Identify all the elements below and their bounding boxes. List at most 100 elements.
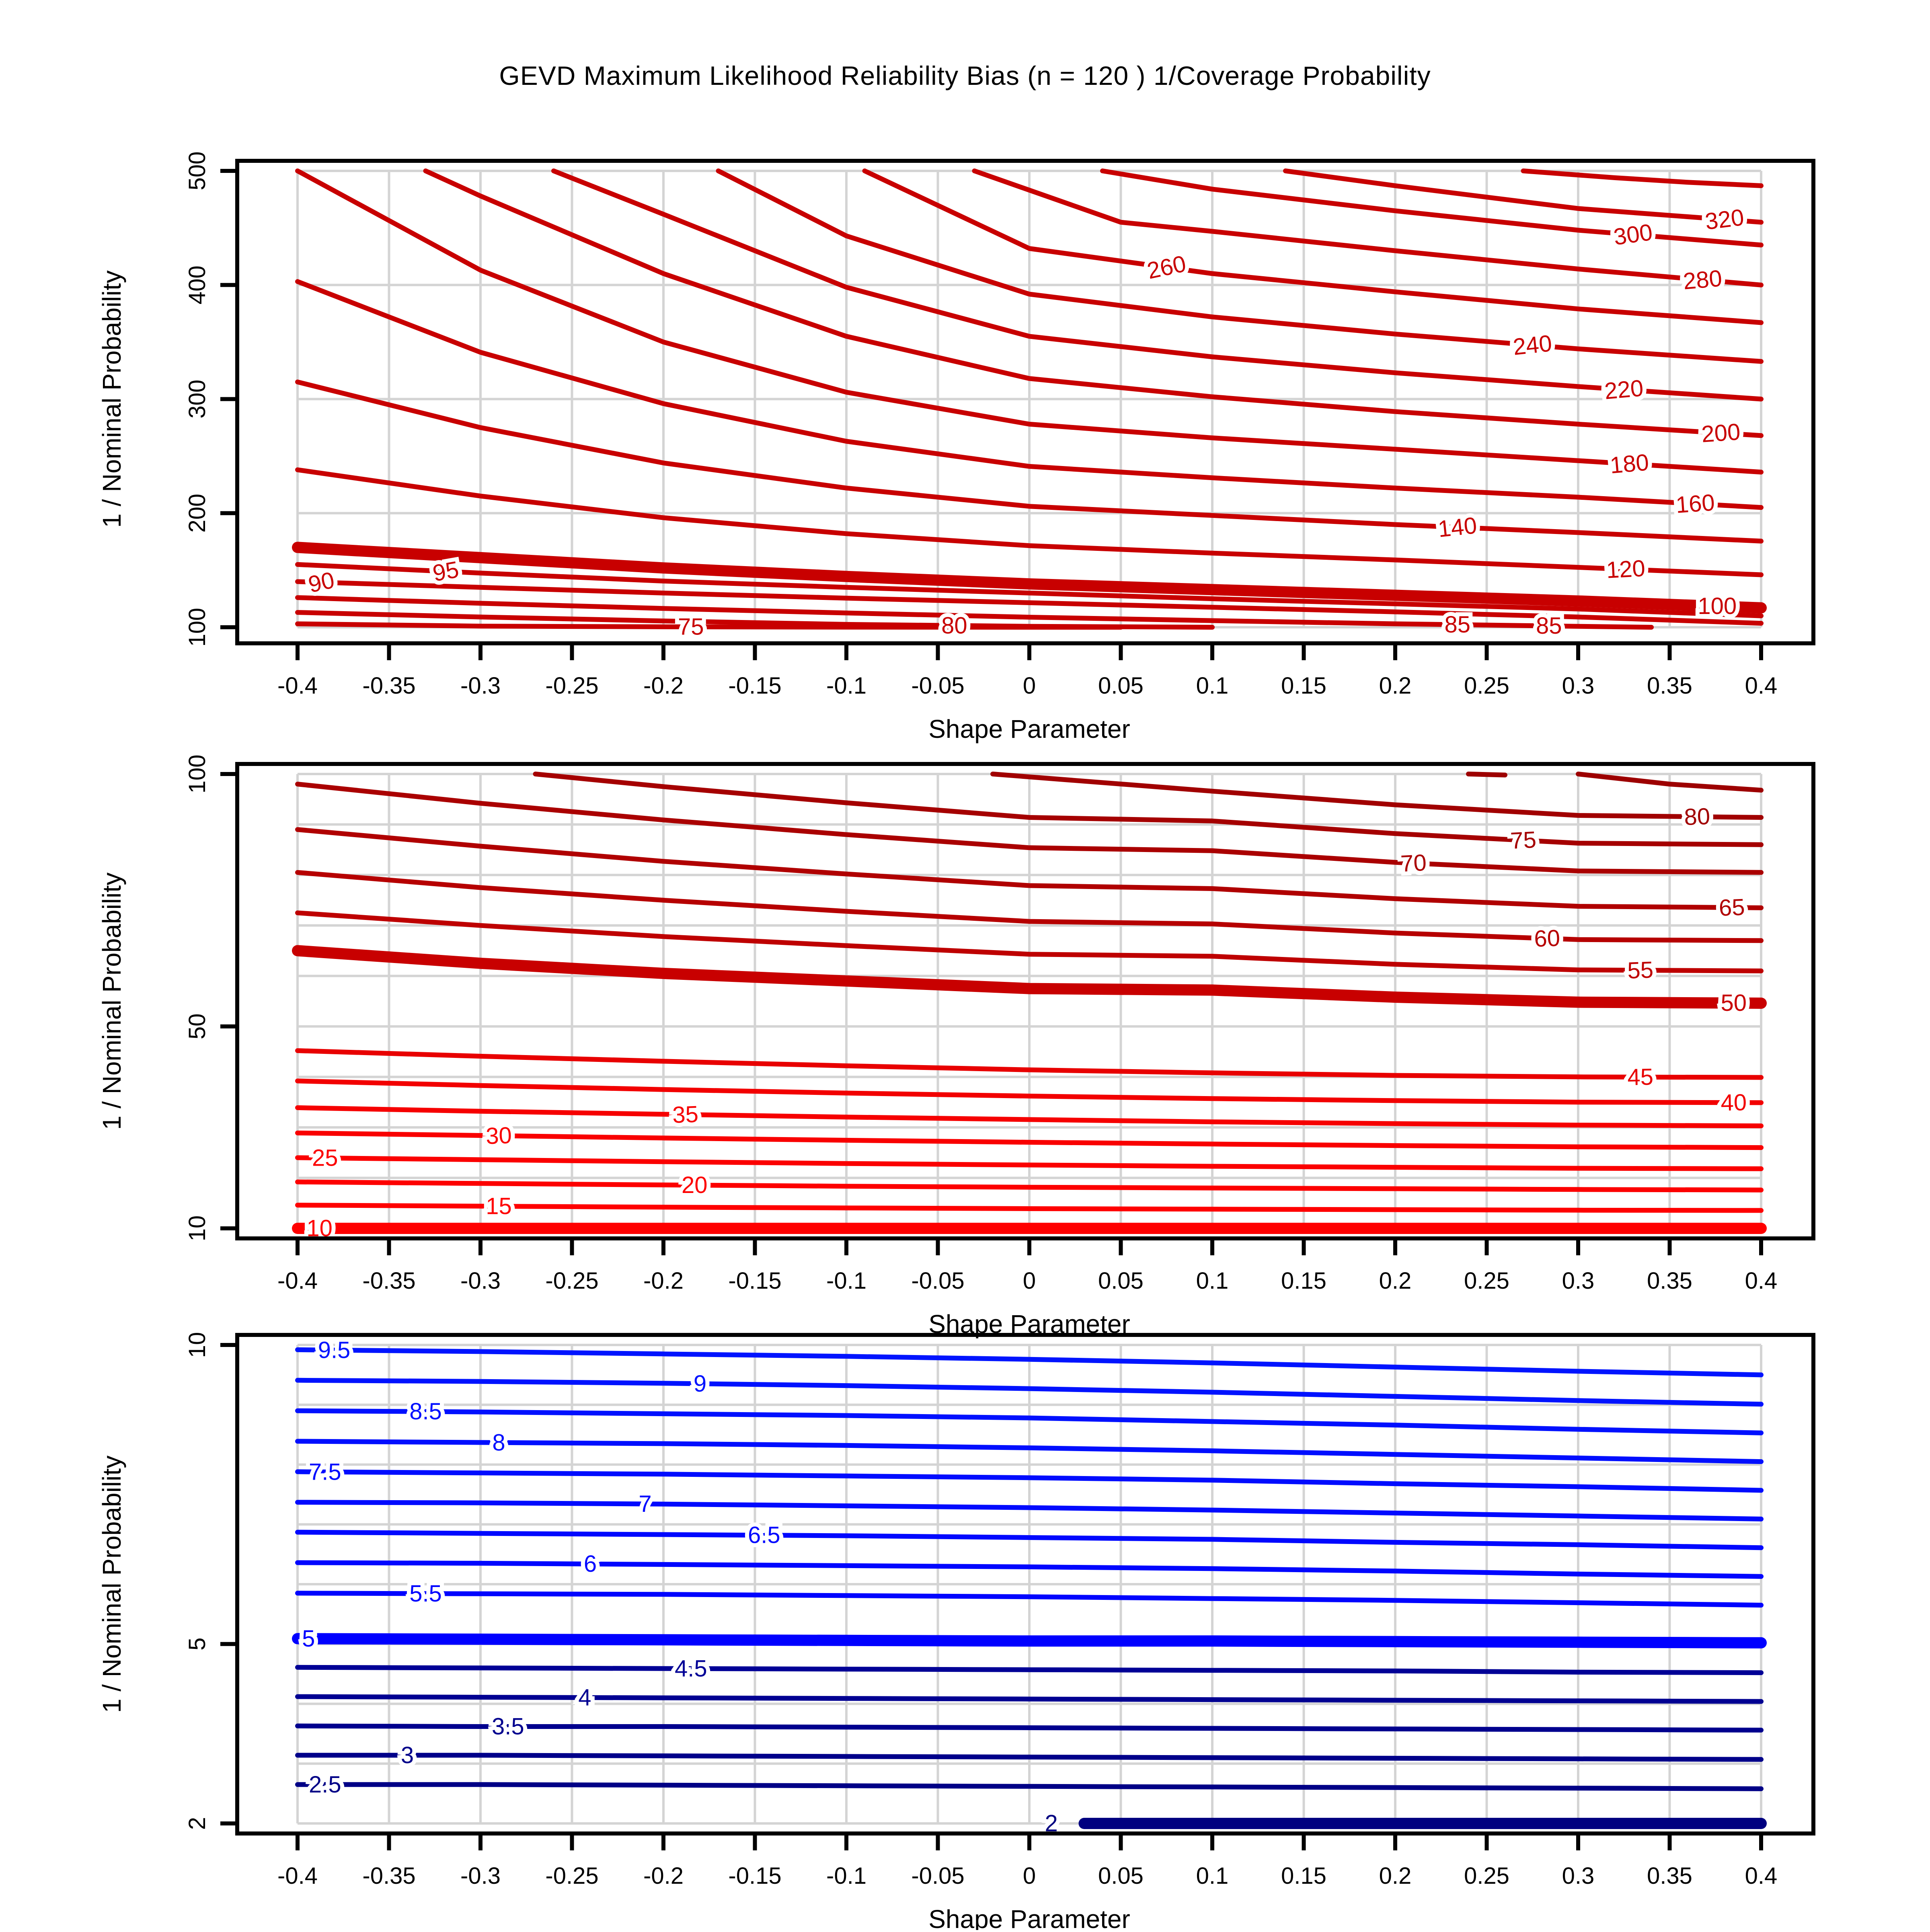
- x-tick-label: -0.1: [826, 673, 866, 699]
- y-tick-label: 500: [184, 152, 210, 191]
- contour-label-top-95: 95: [431, 556, 461, 587]
- panel-bottom: 9.5 9 8.5 8 7.5 7 6.5 6 5.5 5 4.5 4 3.5 3 2.5 2 -0.4 -0.3…: [97, 1332, 1815, 1932]
- x-tick-label: 0.2: [1379, 673, 1412, 699]
- contour-line-top-85: [295, 595, 1654, 630]
- x-tick-label: -0.35: [362, 1863, 415, 1889]
- x-tick-label: -0.35: [362, 1268, 415, 1294]
- contour-line-top-240: [716, 168, 1764, 364]
- x-tick-label: 0.1: [1196, 673, 1229, 699]
- contour-line-top-90: [295, 579, 1764, 626]
- contour-line-middle-85: [1576, 772, 1764, 793]
- panel-bottom-frame: [235, 1333, 1815, 1836]
- contour-line-middle-20: [295, 1179, 1764, 1193]
- contour-line-middle-55: [295, 910, 1764, 973]
- contour-label-top-75: 75: [678, 614, 704, 640]
- x-tick-label: 0.15: [1281, 673, 1326, 699]
- contour-line-middle-65: [295, 827, 1764, 910]
- contour-line-top-160: [295, 279, 1764, 510]
- y-tick-label: 10: [184, 1332, 210, 1358]
- x-tick-label: 0.15: [1281, 1268, 1326, 1294]
- x-tick-label: 0.4: [1745, 673, 1778, 699]
- contour-label-bottom-7.5: 7.5: [309, 1459, 341, 1485]
- x-tick-label: 0.3: [1562, 673, 1595, 699]
- x-tick-label: 0.35: [1647, 1268, 1692, 1294]
- contour-label-bottom-3: 3: [401, 1742, 414, 1768]
- panel-middle-contours: [292, 772, 1767, 1234]
- contour-line-bottom-5.5: [295, 1591, 1764, 1608]
- x-tick-label: 0.3: [1562, 1863, 1595, 1889]
- contour-line-middle-80: [990, 772, 1764, 820]
- contour-label-top-220: 220: [1604, 375, 1645, 404]
- panel-top: 75 80 85 85 90 95 100 120 140 160 180 200 220 240 260 2…: [97, 152, 1815, 743]
- contour-line-middle-70: [295, 782, 1764, 875]
- contour-label-bottom-9.5: 9.5: [318, 1337, 351, 1363]
- contour-line-top-320: [1283, 168, 1764, 225]
- x-tick-label: -0.15: [728, 1268, 781, 1294]
- contour-line-bottom-9.5: [295, 1347, 1764, 1378]
- contour-label-middle-65: 65: [1719, 894, 1745, 921]
- contour-label-bottom-6.5: 6.5: [748, 1522, 780, 1548]
- panel-top-x-axis: -0.4 -0.35 -0.3 -0.25 -0.2 -0.15 -0.1 -0.05 0 0.0…: [277, 643, 1777, 699]
- y-tick-label: 200: [184, 494, 210, 533]
- contour-label-top-200: 200: [1700, 419, 1741, 448]
- y-axis-label: 1 / Nominal Probability: [97, 270, 126, 528]
- contour-line-top-340: [1521, 168, 1764, 188]
- contour-line-bottom-9: [295, 1378, 1764, 1407]
- contour-line-bottom-2.5: [295, 1782, 1764, 1791]
- x-tick-label: -0.15: [728, 1863, 781, 1889]
- contour-label-bottom-5: 5: [302, 1626, 315, 1652]
- panel-bottom-contours: [292, 1347, 1767, 1829]
- x-tick-label: 0.25: [1464, 1863, 1509, 1889]
- y-tick-label: 100: [184, 608, 210, 647]
- contour-line-middle-25: [295, 1155, 1764, 1171]
- contour-label-top-85: 85: [1444, 612, 1470, 638]
- x-tick-label: 0.4: [1745, 1863, 1778, 1889]
- x-axis-label: Shape Parameter: [928, 1905, 1130, 1930]
- x-tick-label: -0.2: [643, 1863, 684, 1889]
- contour-line-middle-40: [295, 1078, 1764, 1105]
- contour-label-bottom-6: 6: [584, 1551, 597, 1577]
- contour-label-middle-80: 80: [1684, 803, 1710, 830]
- x-tick-label: 0.25: [1464, 673, 1509, 699]
- x-tick-label: 0.2: [1379, 1863, 1412, 1889]
- contour-label-top-90: 90: [306, 567, 337, 598]
- contour-line-top-140: [295, 379, 1764, 544]
- y-tick-label: 5: [184, 1638, 210, 1651]
- x-tick-label: -0.05: [911, 673, 964, 699]
- contour-line-middle-50: [292, 945, 1767, 1009]
- x-tick-label: -0.25: [545, 1268, 598, 1294]
- x-tick-label: -0.05: [911, 1863, 964, 1889]
- contour-line-bottom-3: [295, 1753, 1764, 1762]
- x-tick-label: 0.15: [1281, 1863, 1326, 1889]
- contour-label-bottom-8: 8: [492, 1429, 505, 1456]
- panel-bottom-x-axis: -0.4 -0.35 -0.3 -0.25 -0.2 -0.15 -0.1 -0.05 0 0.0…: [277, 1833, 1777, 1889]
- contour-line-bottom-3.5: [295, 1723, 1764, 1733]
- x-tick-label: -0.05: [911, 1268, 964, 1294]
- contour-line-top-100: [292, 542, 1767, 614]
- x-tick-label: 0.35: [1647, 673, 1692, 699]
- x-tick-label: 0.05: [1098, 1268, 1144, 1294]
- panel-top-frame: [235, 159, 1815, 645]
- x-tick-label: 0: [1023, 673, 1036, 699]
- x-tick-label: 0.25: [1464, 1268, 1509, 1294]
- contour-label-top-140: 140: [1437, 512, 1478, 542]
- contour-label-middle-30: 30: [485, 1122, 512, 1149]
- contour-label-top-120: 120: [1606, 555, 1646, 583]
- contour-label-middle-20: 20: [682, 1172, 708, 1198]
- contour-label-bottom-4: 4: [578, 1685, 591, 1711]
- x-tick-label: -0.3: [460, 1863, 501, 1889]
- figure-title: GEVD Maximum Likelihood Reliability Bias…: [499, 61, 1431, 90]
- contour-label-top-300: 300: [1612, 219, 1654, 250]
- contour-line-top-95: [295, 562, 1764, 618]
- x-tick-label: 0.1: [1196, 1268, 1229, 1294]
- x-tick-label: -0.4: [277, 1268, 318, 1294]
- x-tick-label: 0: [1023, 1268, 1036, 1294]
- y-tick-label: 50: [184, 1014, 210, 1040]
- contour-line-middle-35: [295, 1105, 1764, 1129]
- x-tick-label: 0.05: [1098, 673, 1144, 699]
- x-tick-label: -0.15: [728, 673, 781, 699]
- contour-line-bottom-6.5: [295, 1530, 1764, 1550]
- y-tick-label: 100: [184, 755, 210, 794]
- contour-label-middle-40: 40: [1721, 1089, 1747, 1116]
